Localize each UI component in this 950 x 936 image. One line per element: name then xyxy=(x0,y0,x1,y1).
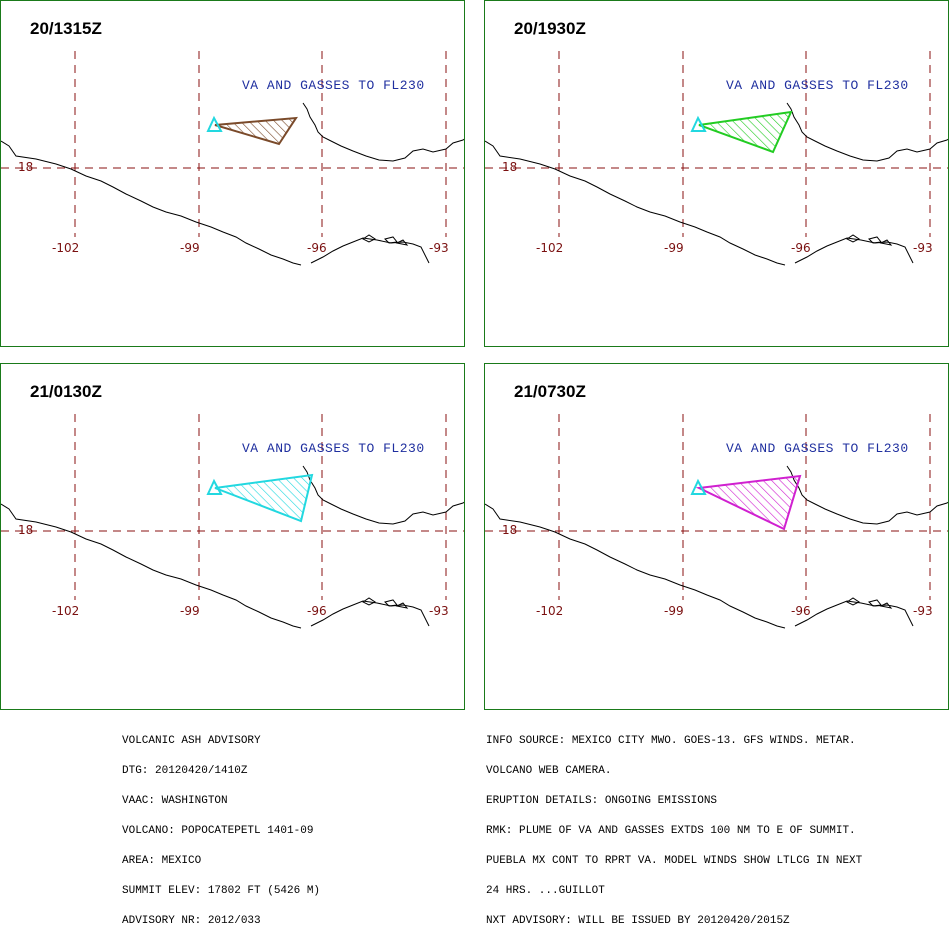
island-outline xyxy=(395,602,409,609)
panel-time: 20/1930Z xyxy=(514,19,586,38)
advisory-line: PUEBLA MX CONT TO RPRT VA. MODEL WINDS S… xyxy=(486,855,863,867)
lon-label--99: -99 xyxy=(664,604,684,618)
lon-label--93: -93 xyxy=(913,241,933,255)
lon-label--93: -93 xyxy=(429,604,449,618)
ash-plume-polygon xyxy=(695,474,802,531)
map-panel-3: 21/0130Z VA AND GASSES TO FL230 18 -102 … xyxy=(0,363,465,710)
advisory-line: 24 HRS. ...GUILLOT xyxy=(486,885,605,897)
advisory-line: SUMMIT ELEV: 17802 FT (5426 M) xyxy=(122,885,321,897)
island-outline xyxy=(362,234,376,243)
island-outline xyxy=(879,602,893,609)
ash-plume-polygon xyxy=(698,110,793,154)
pacific-coastline xyxy=(1,140,302,266)
lon-label--96: -96 xyxy=(791,604,811,618)
lon-label--93: -93 xyxy=(429,241,449,255)
lon-label--99: -99 xyxy=(180,604,200,618)
lat-label-18: 18 xyxy=(18,523,34,537)
volcano-triangle-icon xyxy=(206,478,223,495)
map-panel-2: 20/1930Z VA AND GASSES TO FL230 18 -102 … xyxy=(484,0,949,347)
lon-label--99: -99 xyxy=(664,241,684,255)
va-height-label: VA AND GASSES TO FL230 xyxy=(726,78,909,93)
lat-label-18: 18 xyxy=(502,523,518,537)
island-outline xyxy=(362,597,376,606)
pacific-coastline xyxy=(485,140,786,266)
advisory-line: VOLCANO WEB CAMERA. xyxy=(486,765,612,777)
island-outline xyxy=(879,239,893,246)
advisory-line: INFO SOURCE: MEXICO CITY MWO. GOES-13. G… xyxy=(486,735,856,747)
map-canvas xyxy=(485,51,948,266)
island-outline xyxy=(395,239,409,246)
gulf-coastline xyxy=(302,465,464,525)
ash-plume-polygon xyxy=(214,473,314,523)
advisory-line: DTG: 20120420/1410Z xyxy=(122,765,248,777)
island-outline xyxy=(384,236,398,244)
yucatan-coastline xyxy=(794,600,914,627)
advisory-line: NXT ADVISORY: WILL BE ISSUED BY 20120420… xyxy=(486,915,790,927)
advisory-header-block: VOLCANIC ASH ADVISORY DTG: 20120420/1410… xyxy=(122,716,320,936)
map-canvas xyxy=(1,414,464,629)
volcano-triangle-icon xyxy=(206,115,223,132)
lon-label--96: -96 xyxy=(791,241,811,255)
island-outline xyxy=(384,599,398,607)
lat-label-18: 18 xyxy=(502,160,518,174)
lon-label--96: -96 xyxy=(307,241,327,255)
lon-label--102: -102 xyxy=(536,604,564,618)
advisory-line: ERUPTION DETAILS: ONGOING EMISSIONS xyxy=(486,795,718,807)
va-height-label: VA AND GASSES TO FL230 xyxy=(242,441,425,456)
lon-label--96: -96 xyxy=(307,604,327,618)
map-panel-4: 21/0730Z VA AND GASSES TO FL230 18 -102 … xyxy=(484,363,949,710)
ash-plume-polygon xyxy=(214,116,298,146)
lon-label--99: -99 xyxy=(180,241,200,255)
advisory-line: ADVISORY NR: 2012/033 xyxy=(122,915,261,927)
panel-time: 21/0730Z xyxy=(514,382,586,401)
yucatan-coastline xyxy=(310,600,430,627)
va-height-label: VA AND GASSES TO FL230 xyxy=(242,78,425,93)
panel-time: 21/0130Z xyxy=(30,382,102,401)
lon-label--102: -102 xyxy=(52,604,80,618)
island-outline xyxy=(846,597,860,606)
va-height-label: VA AND GASSES TO FL230 xyxy=(726,441,909,456)
yucatan-coastline xyxy=(794,237,914,264)
panel-time: 20/1315Z xyxy=(30,19,102,38)
pacific-coastline xyxy=(1,503,302,629)
advisory-line: AREA: MEXICO xyxy=(122,855,202,867)
advisory-line: VOLCANO: POPOCATEPETL 1401-09 xyxy=(122,825,314,837)
map-canvas xyxy=(1,51,464,266)
advisory-remarks-block: INFO SOURCE: MEXICO CITY MWO. GOES-13. G… xyxy=(486,716,862,936)
lat-label-18: 18 xyxy=(18,160,34,174)
volcano-triangle-icon xyxy=(690,115,707,132)
island-outline xyxy=(846,234,860,243)
lon-label--102: -102 xyxy=(52,241,80,255)
lon-label--102: -102 xyxy=(536,241,564,255)
pacific-coastline xyxy=(485,503,786,629)
advisory-line: RMK: PLUME OF VA AND GASSES EXTDS 100 NM… xyxy=(486,825,856,837)
advisory-line: VOLCANIC ASH ADVISORY xyxy=(122,735,261,747)
island-outline xyxy=(868,599,882,607)
gulf-coastline xyxy=(786,102,948,162)
volcano-triangle-icon xyxy=(690,478,707,495)
gulf-coastline xyxy=(302,102,464,162)
yucatan-coastline xyxy=(310,237,430,264)
map-panel-1: 20/1315Z VA AND GASSES TO FL230 18 -102 … xyxy=(0,0,465,347)
lon-label--93: -93 xyxy=(913,604,933,618)
gulf-coastline xyxy=(786,465,948,525)
advisory-line: VAAC: WASHINGTON xyxy=(122,795,228,807)
island-outline xyxy=(868,236,882,244)
map-canvas xyxy=(485,414,948,629)
